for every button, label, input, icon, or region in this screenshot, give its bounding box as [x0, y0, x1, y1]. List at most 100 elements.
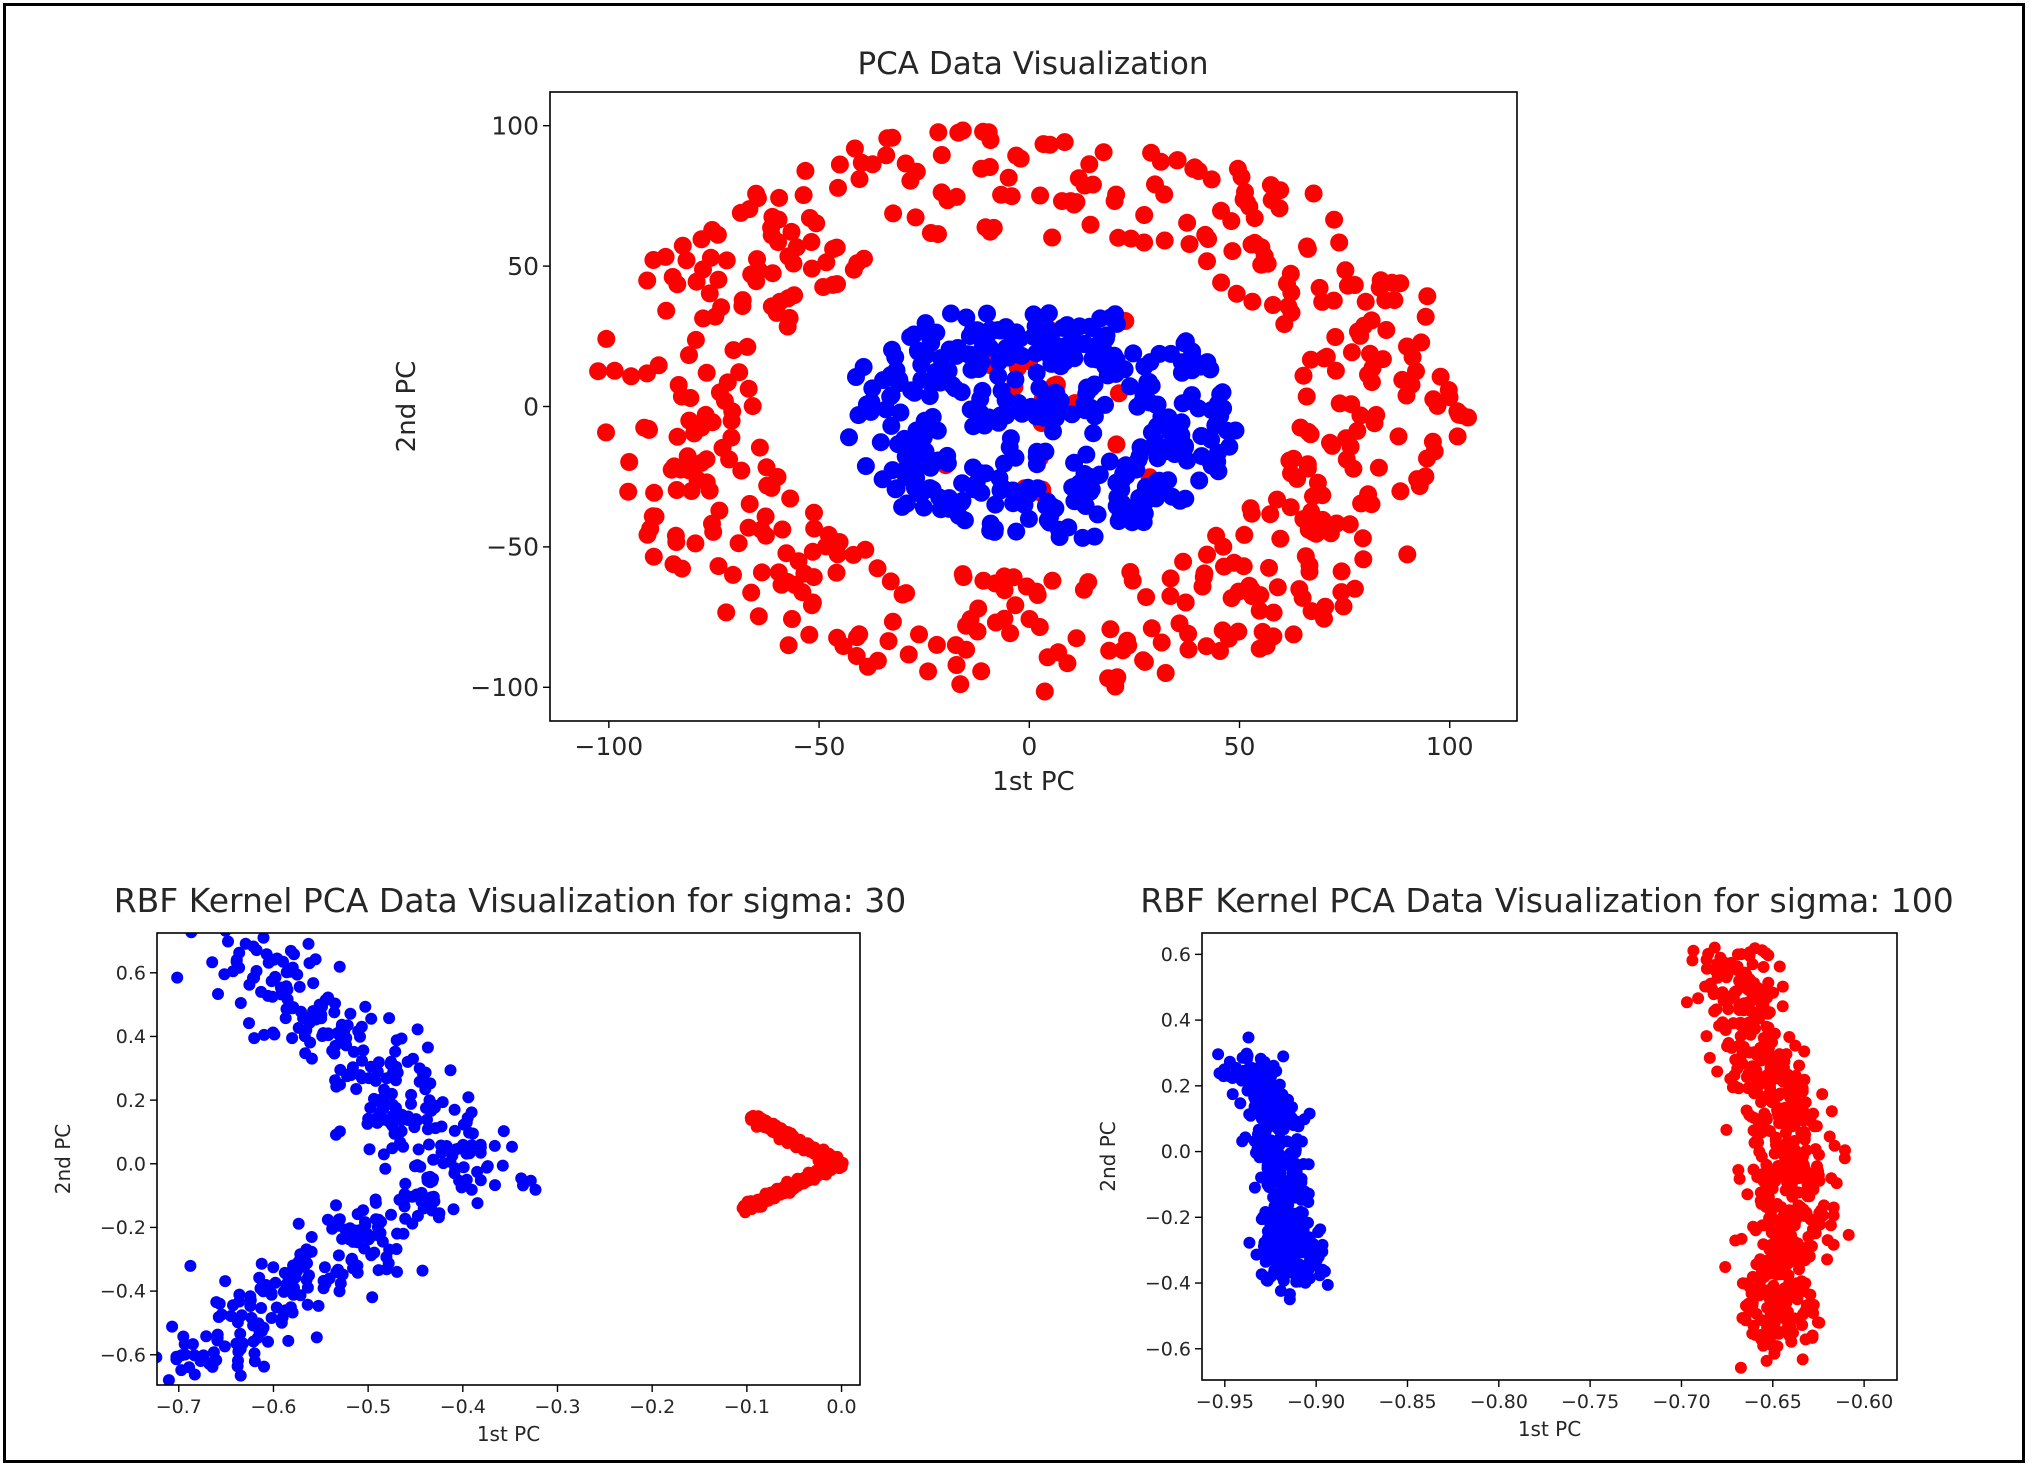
data-point: [1055, 133, 1074, 152]
data-point: [1449, 405, 1468, 424]
data-point: [762, 226, 781, 245]
y-tick-label: 0.2: [1161, 1075, 1191, 1097]
data-point: [382, 1257, 395, 1270]
data-point: [1141, 353, 1160, 372]
data-point: [1709, 965, 1722, 978]
data-point: [1717, 992, 1730, 1005]
data-point: [1439, 381, 1458, 400]
data-point: [1198, 545, 1216, 564]
data-point: [379, 1162, 392, 1175]
y-tick-label: 0.0: [1161, 1141, 1191, 1163]
data-point: [1321, 1278, 1334, 1291]
data-point: [369, 1074, 382, 1087]
data-point: [780, 309, 799, 327]
data-point: [1369, 458, 1388, 477]
data-point: [1046, 499, 1065, 518]
data-point: [405, 1097, 417, 1110]
data-point: [362, 1112, 375, 1125]
data-point: [773, 520, 792, 539]
data-point: [1743, 973, 1756, 986]
data-point: [1268, 490, 1286, 509]
data-point: [1732, 1082, 1745, 1095]
data-point: [1006, 370, 1025, 389]
data-point: [301, 1298, 314, 1311]
data-point: [1235, 525, 1254, 544]
data-point: [742, 265, 761, 284]
x-tick-label: −0.70: [1652, 1391, 1710, 1413]
data-point: [910, 625, 928, 644]
data-point: [211, 1328, 224, 1341]
data-point: [427, 1190, 440, 1203]
data-point: [277, 955, 289, 968]
data-point: [529, 1183, 542, 1196]
data-point: [812, 1149, 825, 1162]
data-point: [1448, 427, 1467, 446]
data-point: [868, 559, 887, 578]
data-point: [677, 251, 696, 270]
data-point: [287, 1288, 300, 1301]
data-point: [1242, 1031, 1255, 1044]
data-point: [1281, 1135, 1294, 1148]
data-point: [1284, 625, 1303, 644]
data-point: [1795, 1098, 1808, 1111]
data-point: [758, 1115, 771, 1128]
data-point: [852, 153, 871, 172]
data-point: [750, 438, 769, 457]
data-point: [269, 971, 282, 984]
data-point: [1146, 175, 1164, 194]
data-point: [1027, 363, 1046, 382]
data-point: [1800, 1241, 1813, 1254]
y-tick-label: 0: [523, 392, 539, 421]
x-tick-label: 0: [1021, 732, 1037, 761]
data-point: [782, 1130, 795, 1143]
data-point: [1773, 1117, 1786, 1130]
data-point: [258, 1360, 270, 1373]
y-axis-label: 2nd PC: [392, 361, 422, 453]
data-point: [678, 447, 697, 466]
data-point: [1152, 633, 1171, 652]
data-point: [248, 1347, 261, 1360]
data-point: [1085, 527, 1104, 546]
data-point: [386, 1098, 399, 1111]
data-point: [827, 563, 846, 582]
data-point: [1785, 1229, 1797, 1242]
data-point: [986, 613, 1005, 632]
data-point: [1271, 529, 1290, 548]
data-point: [1240, 197, 1259, 216]
data-point: [789, 552, 808, 571]
data-point: [794, 186, 813, 205]
data-point: [1170, 614, 1189, 633]
data-point: [395, 1125, 408, 1138]
data-point: [1152, 407, 1171, 426]
data-point: [795, 1177, 808, 1190]
data-point: [749, 607, 768, 626]
data-point: [1283, 1293, 1296, 1306]
data-point: [1279, 297, 1298, 316]
data-point: [1340, 515, 1359, 534]
data-point: [365, 1012, 378, 1025]
chart-rbf30: RBF Kernel PCA Data Visualization for si…: [51, 881, 906, 1446]
data-point: [844, 260, 863, 279]
data-point: [177, 1330, 190, 1343]
data-point: [1307, 524, 1326, 543]
data-point: [893, 585, 912, 604]
chart-pca: PCA Data Visualization −100 −50 0 50 100 −100 −…: [392, 46, 1518, 797]
data-point: [1708, 1005, 1721, 1018]
data-point: [1250, 601, 1269, 620]
data-point: [1120, 377, 1139, 396]
data-point: [708, 225, 727, 244]
data-point: [455, 1181, 468, 1194]
data-point: [1342, 343, 1361, 362]
data-point: [1772, 1325, 1784, 1338]
data-point: [953, 565, 972, 584]
data-point: [175, 1364, 188, 1377]
data-point: [1418, 287, 1437, 306]
data-point: [1138, 373, 1157, 392]
data-point: [589, 362, 608, 381]
data-point: [957, 308, 976, 327]
data-point: [1365, 414, 1384, 433]
data-point: [1123, 571, 1142, 590]
data-point: [1353, 529, 1372, 548]
data-point: [1356, 292, 1375, 311]
data-point: [854, 358, 873, 376]
